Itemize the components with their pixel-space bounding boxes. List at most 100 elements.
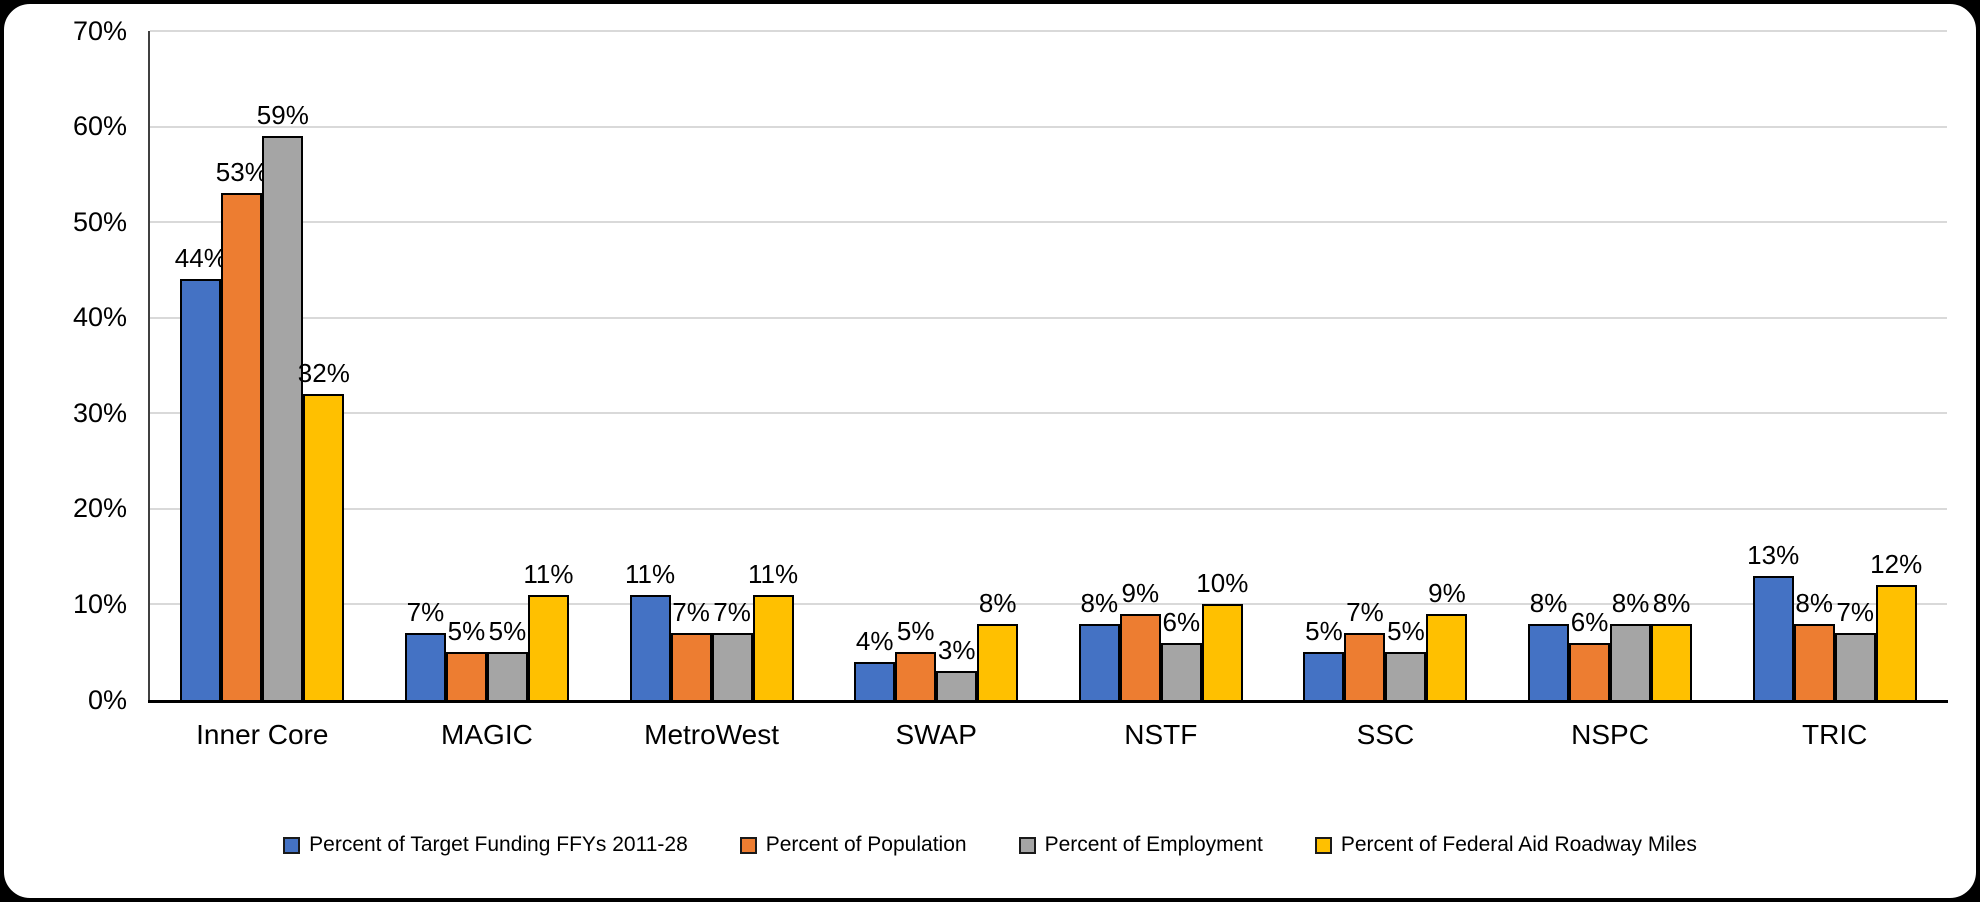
gridline-30: [150, 412, 1947, 415]
data-label-ssc-percent-of-federal-aid-roadway-miles: 9%: [1428, 577, 1466, 608]
x-axis-category-label-inner-core: Inner Core: [196, 719, 329, 750]
data-label-tric-percent-of-population: 8%: [1795, 587, 1833, 618]
bar-metrowest-percent-of-employment: [711, 633, 753, 703]
data-label-swap-percent-of-federal-aid-roadway-miles: 8%: [978, 587, 1017, 618]
data-label-swap-percent-of-population: 5%: [896, 616, 935, 647]
bar-tric-percent-of-employment: [1834, 633, 1876, 703]
data-label-tric-percent-of-employment: 7%: [1836, 597, 1874, 628]
y-axis-tick-label: 30%: [72, 397, 127, 428]
legend-item-percent-of-target-funding-ffys-2011-28: Percent of Target Funding FFYs 2011-28: [283, 832, 688, 858]
data-label-metrowest-percent-of-population: 7%: [672, 597, 710, 628]
bar-metrowest-percent-of-population: [670, 633, 712, 703]
bar-nstf-percent-of-federal-aid-roadway-miles: [1201, 604, 1243, 703]
bar-nspc-percent-of-federal-aid-roadway-miles: [1651, 623, 1693, 703]
data-label-nspc-percent-of-employment: 8%: [1611, 587, 1650, 618]
y-axis-tick-label: 10%: [72, 588, 127, 619]
data-label-swap-percent-of-target-funding-ffys-2011-28: 4%: [855, 625, 894, 656]
y-axis-tick-label: 0%: [87, 684, 127, 715]
x-axis-category-label-metrowest: MetroWest: [644, 719, 779, 750]
bar-nspc-percent-of-employment: [1610, 623, 1652, 703]
data-label-magic-percent-of-employment: 5%: [488, 616, 527, 647]
data-label-inner-core-percent-of-employment: 59%: [256, 100, 309, 131]
data-label-inner-core-percent-of-target-funding-ffys-2011-28: 44%: [174, 243, 227, 274]
x-axis-line: [148, 700, 1948, 703]
bar-nstf-percent-of-population: [1119, 613, 1161, 703]
bar-tric-percent-of-population: [1793, 623, 1835, 703]
gridline-60: [150, 125, 1947, 128]
data-label-tric-percent-of-target-funding-ffys-2011-28: 13%: [1747, 539, 1800, 570]
x-axis-category-label-tric: TRIC: [1802, 719, 1868, 750]
bar-magic-percent-of-population: [445, 652, 487, 703]
bar-metrowest-percent-of-federal-aid-roadway-miles: [752, 594, 794, 703]
data-label-nspc-percent-of-federal-aid-roadway-miles: 8%: [1652, 587, 1691, 618]
gridline-10: [150, 603, 1947, 606]
data-label-ssc-percent-of-population: 7%: [1346, 597, 1384, 628]
data-label-nstf-percent-of-federal-aid-roadway-miles: 10%: [1196, 568, 1249, 599]
bar-ssc-percent-of-population: [1344, 633, 1386, 703]
data-label-magic-percent-of-population: 5%: [447, 616, 486, 647]
y-axis-tick-label: 60%: [72, 111, 127, 142]
x-axis-category-label-nstf: NSTF: [1124, 719, 1198, 750]
data-label-metrowest-percent-of-federal-aid-roadway-miles: 11%: [748, 558, 799, 589]
data-label-nstf-percent-of-population: 9%: [1121, 577, 1160, 608]
gridline-40: [150, 316, 1947, 319]
y-axis-tick-label: 70%: [72, 15, 127, 46]
bar-swap-percent-of-target-funding-ffys-2011-28: [854, 661, 896, 703]
legend: Percent of Target Funding FFYs 2011-28 Pe…: [0, 832, 1980, 858]
bar-ssc-percent-of-target-funding-ffys-2011-28: [1303, 652, 1345, 703]
legend-label: Percent of Population: [765, 833, 967, 856]
data-label-nspc-percent-of-target-funding-ffys-2011-28: 8%: [1529, 587, 1568, 618]
bar-inner-core-percent-of-population: [221, 193, 263, 703]
bar-swap-percent-of-federal-aid-roadway-miles: [977, 623, 1019, 703]
bar-nstf-percent-of-target-funding-ffys-2011-28: [1078, 623, 1120, 703]
y-axis-tick-label: 40%: [72, 302, 127, 333]
bar-nspc-percent-of-population: [1569, 642, 1611, 703]
data-label-ssc-percent-of-target-funding-ffys-2011-28: 5%: [1305, 616, 1343, 647]
bar-inner-core-percent-of-federal-aid-roadway-miles: [303, 394, 345, 703]
x-axis-category-label-magic: MAGIC: [441, 719, 533, 750]
data-label-ssc-percent-of-employment: 5%: [1387, 616, 1425, 647]
data-label-inner-core-percent-of-federal-aid-roadway-miles: 32%: [297, 358, 350, 389]
bar-tric-percent-of-federal-aid-roadway-miles: [1875, 585, 1917, 703]
legend-item-percent-of-employment: Percent of Employment: [1018, 832, 1263, 858]
legend-label: Percent of Employment: [1044, 833, 1263, 856]
data-label-magic-percent-of-target-funding-ffys-2011-28: 7%: [406, 597, 445, 628]
legend-swatch-percent-of-population: [739, 836, 757, 854]
bar-swap-percent-of-employment: [936, 671, 978, 703]
data-label-magic-percent-of-federal-aid-roadway-miles: 11%: [523, 558, 574, 589]
legend-swatch-percent-of-target-funding-ffys-2011-28: [283, 836, 301, 854]
y-axis-line: [148, 31, 150, 700]
bar-inner-core-percent-of-employment: [262, 136, 304, 703]
data-label-metrowest-percent-of-target-funding-ffys-2011-28: 11%: [625, 558, 676, 589]
x-axis-category-label-swap: SWAP: [895, 719, 977, 750]
legend-item-percent-of-population: Percent of Population: [739, 832, 967, 858]
legend-swatch-percent-of-employment: [1018, 836, 1036, 854]
bar-inner-core-percent-of-target-funding-ffys-2011-28: [180, 279, 222, 703]
bar-swap-percent-of-population: [895, 652, 937, 703]
y-axis-tick-label: 20%: [72, 493, 127, 524]
bar-tric-percent-of-target-funding-ffys-2011-28: [1752, 575, 1794, 703]
gridline-70: [150, 30, 1947, 32]
data-label-inner-core-percent-of-population: 53%: [215, 157, 268, 188]
y-axis-tick-label: 50%: [72, 206, 127, 237]
bar-magic-percent-of-federal-aid-roadway-miles: [527, 594, 569, 703]
bar-nstf-percent-of-employment: [1160, 642, 1202, 703]
legend-swatch-percent-of-federal-aid-roadway-miles: [1314, 836, 1332, 854]
bar-magic-percent-of-employment: [486, 652, 528, 703]
x-axis-category-label-ssc: SSC: [1356, 719, 1415, 750]
x-axis-category-label-nspc: NSPC: [1571, 719, 1649, 750]
data-label-nspc-percent-of-population: 6%: [1570, 606, 1609, 637]
bar-ssc-percent-of-employment: [1385, 652, 1427, 703]
data-label-metrowest-percent-of-employment: 7%: [713, 597, 751, 628]
data-label-swap-percent-of-employment: 3%: [937, 635, 976, 666]
data-label-nstf-percent-of-employment: 6%: [1162, 606, 1201, 637]
legend-label: Percent of Federal Aid Roadway Miles: [1340, 833, 1697, 856]
gridline-20: [150, 507, 1947, 510]
data-label-tric-percent-of-federal-aid-roadway-miles: 12%: [1870, 549, 1923, 580]
bar-metrowest-percent-of-target-funding-ffys-2011-28: [629, 594, 671, 703]
gridline-50: [150, 221, 1947, 224]
bar-ssc-percent-of-federal-aid-roadway-miles: [1426, 613, 1468, 703]
legend-label: Percent of Target Funding FFYs 2011-28: [309, 833, 688, 856]
legend-item-percent-of-federal-aid-roadway-miles: Percent of Federal Aid Roadway Miles: [1314, 832, 1697, 858]
